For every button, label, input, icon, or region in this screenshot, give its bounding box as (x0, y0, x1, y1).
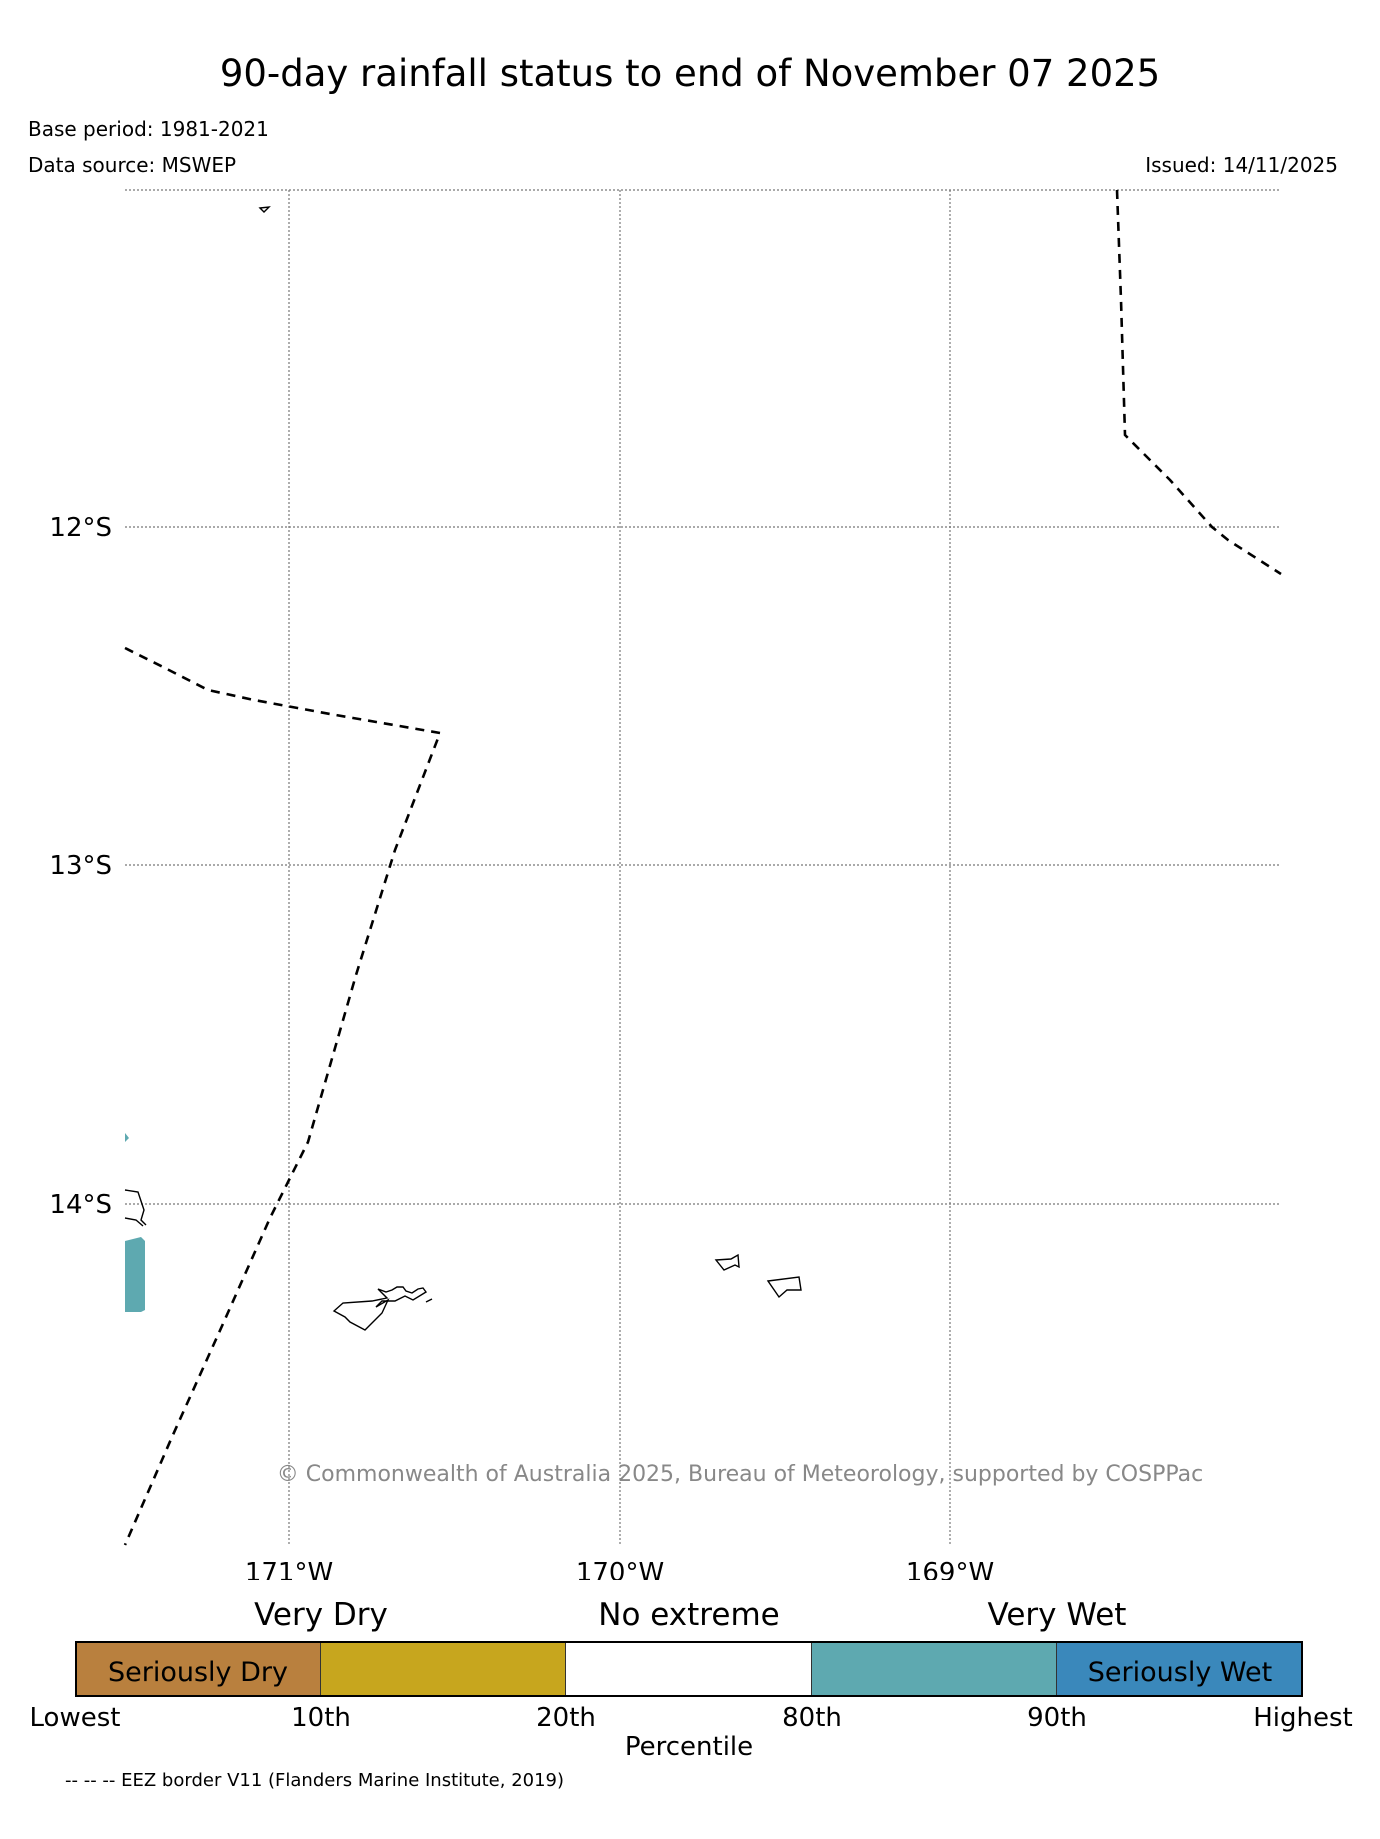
legend-swatch-seriously-dry (75, 1642, 321, 1696)
tick-label-highest: Highest (1253, 1703, 1353, 1733)
island-swains (258, 206, 271, 213)
copyright-notice: © Commonwealth of Australia 2025, Bureau… (276, 1462, 1204, 1487)
legend-category-very-dry: Very Dry (254, 1597, 388, 1633)
tick-label-80th: 80th (782, 1703, 842, 1733)
lat-label-13s: 13°S (49, 851, 112, 881)
very-wet-region (125, 1133, 145, 1312)
issued-date-text: Issued: 14/11/2025 (1145, 153, 1338, 177)
rainfall-map: 12°S 13°S 14°S 171°W 170°W 169°W (49, 189, 1282, 1580)
legend-seriously-wet-label: Seriously Wet (1087, 1657, 1273, 1688)
island-aunuu (425, 1298, 433, 1303)
legend-seriously-dry-label: Seriously Dry (108, 1657, 288, 1688)
lon-label-170w: 170°W (576, 1558, 664, 1580)
legend-swatch-very-wet (812, 1642, 1057, 1696)
island-west-edge-lower (124, 1217, 144, 1227)
latitude-labels: 12°S 13°S 14°S (49, 513, 112, 1220)
legend-swatch-no-extreme (566, 1642, 812, 1696)
graticule (125, 189, 1281, 1545)
island-ofu-olosega (714, 1253, 740, 1271)
lat-label-12s: 12°S (49, 513, 112, 543)
legend-category-no-extreme: No extreme (598, 1597, 780, 1633)
legend-category-very-wet: Very Wet (987, 1597, 1127, 1633)
coastlines (124, 206, 802, 1331)
legend-swatch-very-dry (321, 1642, 566, 1696)
tick-label-20th: 20th (536, 1703, 596, 1733)
map-title: 90-day rainfall status to end of Novembe… (219, 52, 1161, 95)
data-source-text: Data source: MSWEP (28, 153, 237, 177)
lon-label-171w: 171°W (245, 1558, 333, 1580)
island-tutuila (332, 1286, 428, 1331)
tick-label-90th: 90th (1027, 1703, 1087, 1733)
tick-label-10th: 10th (291, 1703, 351, 1733)
base-period-text: Base period: 1981-2021 (28, 117, 269, 141)
longitude-labels: 171°W 170°W 169°W (245, 1558, 994, 1580)
tick-label-lowest: Lowest (29, 1703, 121, 1733)
island-tau (766, 1276, 802, 1299)
eez-border-lines (123, 189, 1282, 1546)
lon-label-169w: 169°W (906, 1558, 994, 1580)
lat-label-14s: 14°S (49, 1190, 112, 1220)
legend-swatch-seriously-wet (1057, 1642, 1303, 1696)
island-west-edge (124, 1189, 147, 1226)
percentile-axis-label: Percentile (624, 1732, 754, 1762)
eez-border-note: -- -- -- EEZ border V11 (Flanders Marine… (65, 1770, 565, 1791)
